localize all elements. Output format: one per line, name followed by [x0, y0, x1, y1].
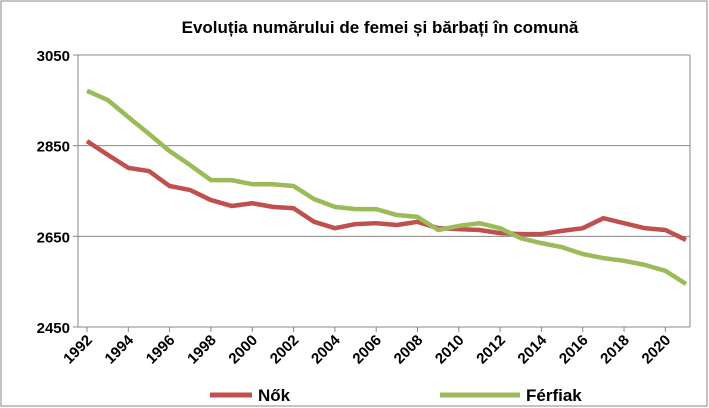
- chart-title: Evoluția numărului de femei și bărbați î…: [182, 18, 579, 37]
- y-tick-label: 3050: [37, 48, 70, 65]
- legend-label: Nők: [258, 386, 291, 405]
- y-tick-label: 2650: [37, 229, 70, 246]
- legend-label: Férfiak: [526, 386, 582, 405]
- series-line: [86, 88, 688, 286]
- y-tick-label: 2850: [37, 139, 70, 156]
- series-line: [85, 139, 687, 242]
- y-tick-label: 2450: [37, 320, 70, 337]
